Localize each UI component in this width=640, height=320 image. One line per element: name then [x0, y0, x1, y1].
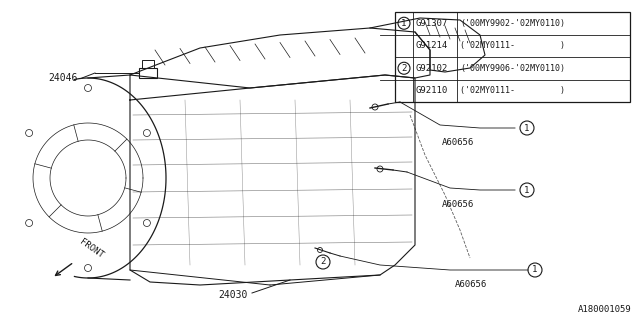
- Text: G91307: G91307: [415, 19, 447, 28]
- Text: 24030: 24030: [219, 290, 248, 300]
- Text: FRONT: FRONT: [78, 237, 105, 260]
- Text: 2: 2: [320, 258, 326, 267]
- Text: 2: 2: [401, 64, 406, 73]
- Text: ('02MY0111-         ): ('02MY0111- ): [460, 86, 565, 95]
- Text: G91214: G91214: [415, 41, 447, 50]
- Text: A180001059: A180001059: [579, 305, 632, 314]
- Text: 1: 1: [401, 19, 406, 28]
- Text: 1: 1: [524, 124, 530, 132]
- Bar: [142, 60, 154, 68]
- Text: ('02MY0111-         ): ('02MY0111- ): [460, 41, 565, 50]
- Bar: [139, 68, 157, 78]
- Text: A60656: A60656: [455, 280, 487, 289]
- Bar: [395, 12, 630, 102]
- Text: A60656: A60656: [442, 200, 474, 209]
- Text: 1: 1: [532, 266, 538, 275]
- Text: G92102: G92102: [415, 64, 447, 73]
- Text: ('00MY9902-'02MY0110): ('00MY9902-'02MY0110): [460, 19, 565, 28]
- Text: ('00MY9906-'02MY0110): ('00MY9906-'02MY0110): [460, 64, 565, 73]
- Text: 1: 1: [524, 186, 530, 195]
- Text: 24046: 24046: [49, 73, 78, 83]
- Text: G92110: G92110: [415, 86, 447, 95]
- Text: A60656: A60656: [442, 138, 474, 147]
